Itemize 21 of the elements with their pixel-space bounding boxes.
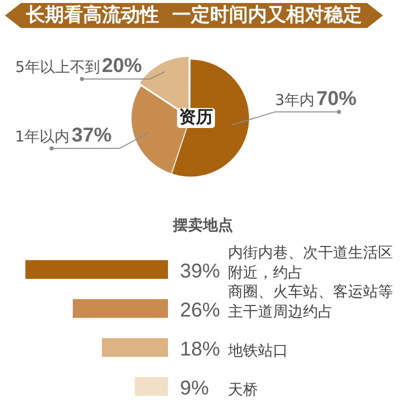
data-label: 20% — [102, 55, 142, 77]
chart-title: 长期看高流动性 一定时间内又相对稳定 — [26, 4, 362, 26]
data-label: 9% — [180, 378, 210, 400]
y-tick-label: 内街内巷、次干道生活区附近，约占 — [228, 244, 394, 282]
data-label: 39% — [180, 260, 220, 282]
bar — [72, 299, 168, 318]
slice-label: 3年内 — [274, 90, 315, 109]
text: 资历 — [179, 107, 213, 128]
y-tick-label: 地铁站口 — [227, 342, 288, 360]
y-tick-label: 商圈、火车站、客运站等主干道周边约占 — [228, 282, 394, 320]
bar — [134, 377, 168, 396]
data-label: 37% — [72, 124, 112, 146]
text: 摆卖地点 — [173, 216, 233, 234]
bar — [25, 260, 168, 279]
bar — [102, 338, 168, 357]
data-label: 26% — [180, 300, 220, 322]
data-label: 18% — [180, 338, 220, 360]
data-label: 70% — [316, 88, 357, 110]
y-tick-label: 天桥 — [228, 380, 258, 398]
slice-label: 1年以内 — [15, 127, 70, 146]
slice-label: 5年以上不到 — [15, 58, 100, 76]
